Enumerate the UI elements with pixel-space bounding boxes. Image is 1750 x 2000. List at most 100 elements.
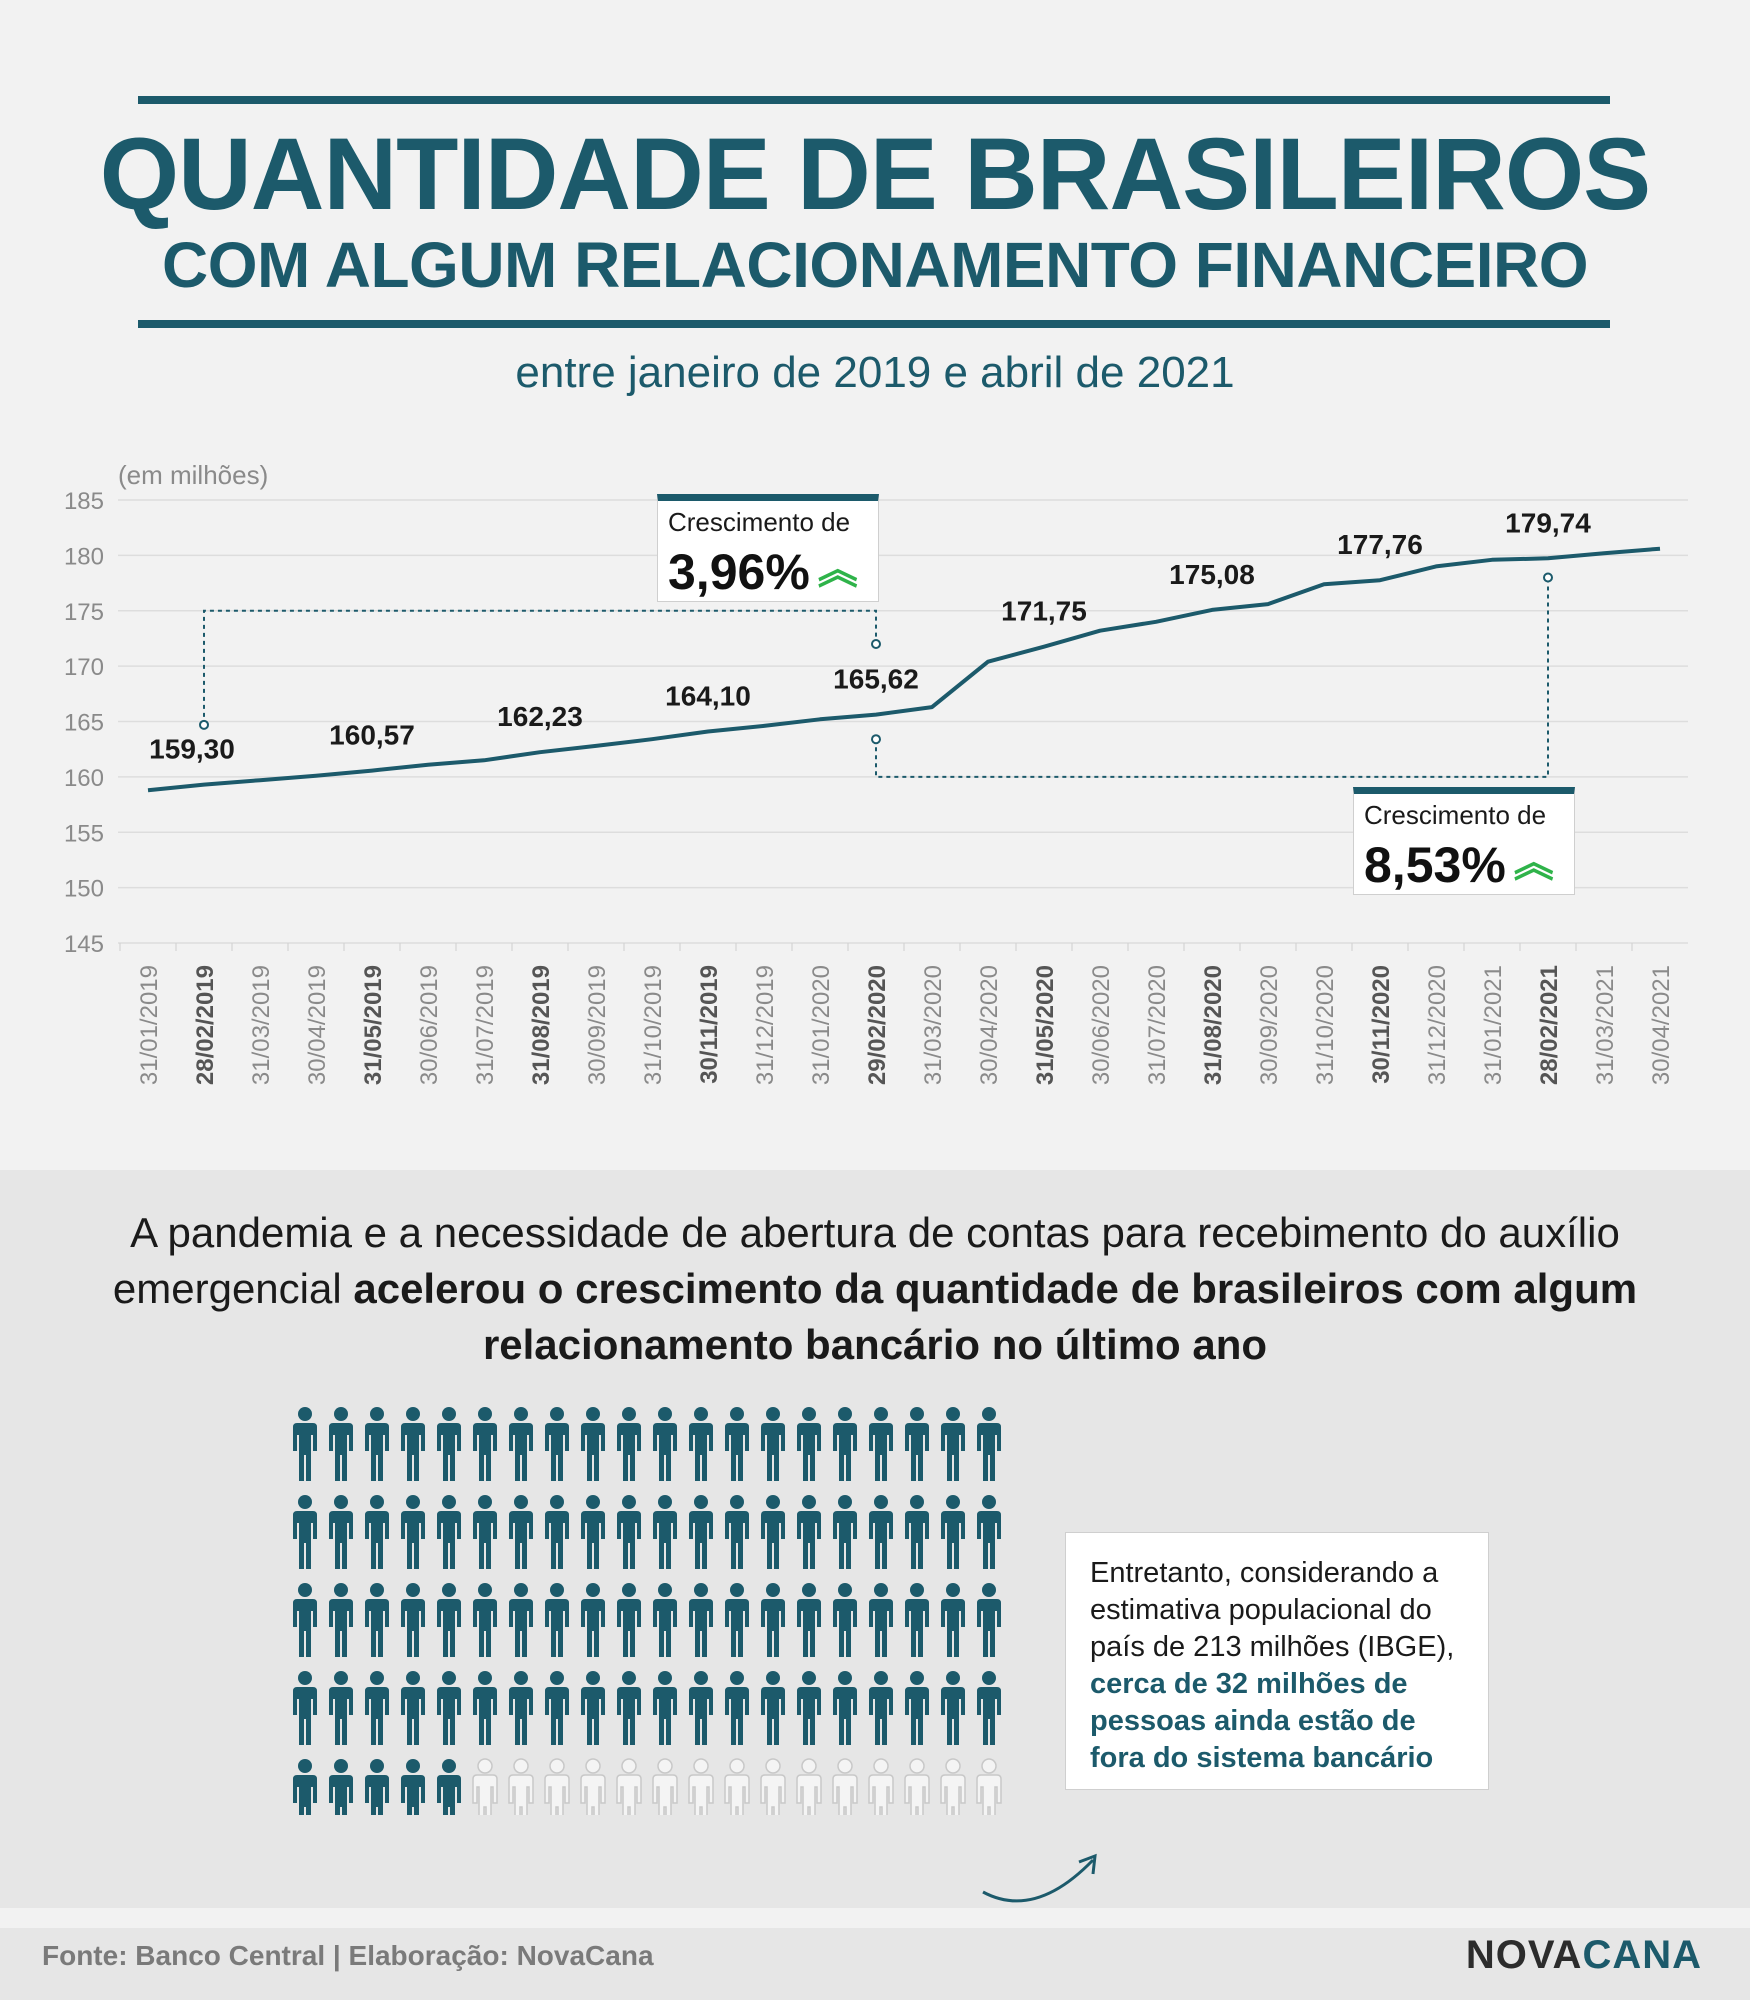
person-body — [293, 1423, 317, 1481]
person-head — [478, 1495, 492, 1509]
person-icon — [437, 1671, 461, 1745]
person-icon — [869, 1671, 893, 1745]
person-head — [514, 1495, 528, 1509]
person-head — [982, 1583, 996, 1597]
person-head — [406, 1407, 420, 1421]
chevron-up-icon: ︽ — [817, 548, 858, 592]
x-tick-label: 28/02/2021 — [1536, 965, 1563, 1085]
person-body — [761, 1423, 785, 1481]
person-body — [401, 1687, 425, 1745]
person-body — [833, 1511, 857, 1569]
person-body — [904, 1774, 930, 1815]
data-label: 160,57 — [329, 720, 415, 751]
person-head — [586, 1407, 600, 1421]
person-head — [730, 1495, 744, 1509]
person-head — [694, 1407, 708, 1421]
person-icon — [509, 1407, 533, 1481]
person-head — [406, 1671, 420, 1685]
person-head — [550, 1407, 564, 1421]
chart-subtitle: entre janeiro de 2019 e abril de 2021 — [515, 348, 1235, 397]
person-head — [406, 1495, 420, 1509]
person-head — [442, 1495, 456, 1509]
person-body — [473, 1423, 497, 1481]
person-body — [797, 1599, 821, 1657]
person-body — [365, 1687, 389, 1745]
person-head — [514, 1583, 528, 1597]
person-body — [905, 1687, 929, 1745]
x-tick-label: 30/11/2020 — [1368, 965, 1395, 1084]
narrative-bold: acelerou o crescimento da quantidade de … — [353, 1265, 1638, 1368]
person-body — [761, 1687, 785, 1745]
person-body — [941, 1423, 965, 1481]
person-icon — [761, 1583, 785, 1657]
person-body — [868, 1774, 894, 1815]
person-icon — [905, 1407, 929, 1481]
x-tick-label: 31/08/2020 — [1200, 965, 1227, 1085]
person-head — [334, 1671, 348, 1685]
person-icon — [616, 1758, 642, 1815]
person-body — [473, 1687, 497, 1745]
narrative-text: A pandemia e a necessidade de abertura d… — [60, 1205, 1690, 1373]
person-head — [982, 1407, 996, 1421]
person-icon — [329, 1759, 353, 1815]
person-head — [370, 1583, 384, 1597]
curved-arrow-icon — [982, 1853, 1097, 1903]
person-body — [617, 1599, 641, 1657]
people-pictogram — [293, 1407, 1002, 1815]
person-body — [725, 1599, 749, 1657]
person-body — [617, 1687, 641, 1745]
x-tick-label: 30/09/2020 — [1256, 965, 1283, 1085]
person-body — [689, 1599, 713, 1657]
person-icon — [689, 1583, 713, 1657]
person-head — [513, 1758, 529, 1774]
person-icon — [365, 1671, 389, 1745]
person-head — [550, 1495, 564, 1509]
person-icon — [905, 1671, 929, 1745]
data-labels: 159,30 160,57 162,23 164,10 165,62 171,75 175,… — [149, 507, 1591, 764]
person-head — [729, 1758, 745, 1774]
person-icon — [797, 1583, 821, 1657]
person-body — [473, 1599, 497, 1657]
person-body — [581, 1423, 605, 1481]
person-body — [832, 1774, 858, 1815]
person-icon — [653, 1583, 677, 1657]
person-head — [838, 1583, 852, 1597]
person-head — [622, 1583, 636, 1597]
person-body — [617, 1511, 641, 1569]
person-head — [909, 1758, 925, 1774]
person-icon — [545, 1407, 569, 1481]
y-tick-label: 185 — [64, 488, 104, 515]
person-icon — [545, 1495, 569, 1569]
person-head — [730, 1671, 744, 1685]
person-icon — [472, 1758, 498, 1815]
person-icon — [977, 1407, 1001, 1481]
x-tick-label: 31/03/2019 — [248, 965, 275, 1085]
person-icon — [544, 1758, 570, 1815]
person-head — [694, 1495, 708, 1509]
footer-bar — [0, 1928, 1750, 2000]
person-head — [946, 1407, 960, 1421]
person-icon — [473, 1671, 497, 1745]
person-icon — [509, 1495, 533, 1569]
person-icon — [652, 1758, 678, 1815]
person-head — [370, 1495, 384, 1509]
person-icon — [580, 1758, 606, 1815]
annotation-guides — [199, 572, 1553, 778]
person-icon — [653, 1407, 677, 1481]
person-body — [581, 1687, 605, 1745]
person-body — [869, 1511, 893, 1569]
person-head — [766, 1407, 780, 1421]
person-head — [874, 1407, 888, 1421]
person-icon — [508, 1758, 534, 1815]
person-icon — [941, 1407, 965, 1481]
person-head — [658, 1671, 672, 1685]
person-icon — [401, 1407, 425, 1481]
person-icon — [437, 1407, 461, 1481]
person-body — [905, 1423, 929, 1481]
data-label: 164,10 — [665, 680, 751, 711]
person-body — [797, 1511, 821, 1569]
y-tick-label: 170 — [64, 654, 104, 681]
x-tick-label: 30/09/2019 — [584, 965, 611, 1085]
source-text: Fonte: Banco Central | Elaboração: NovaC… — [42, 1940, 654, 1971]
person-body — [869, 1599, 893, 1657]
